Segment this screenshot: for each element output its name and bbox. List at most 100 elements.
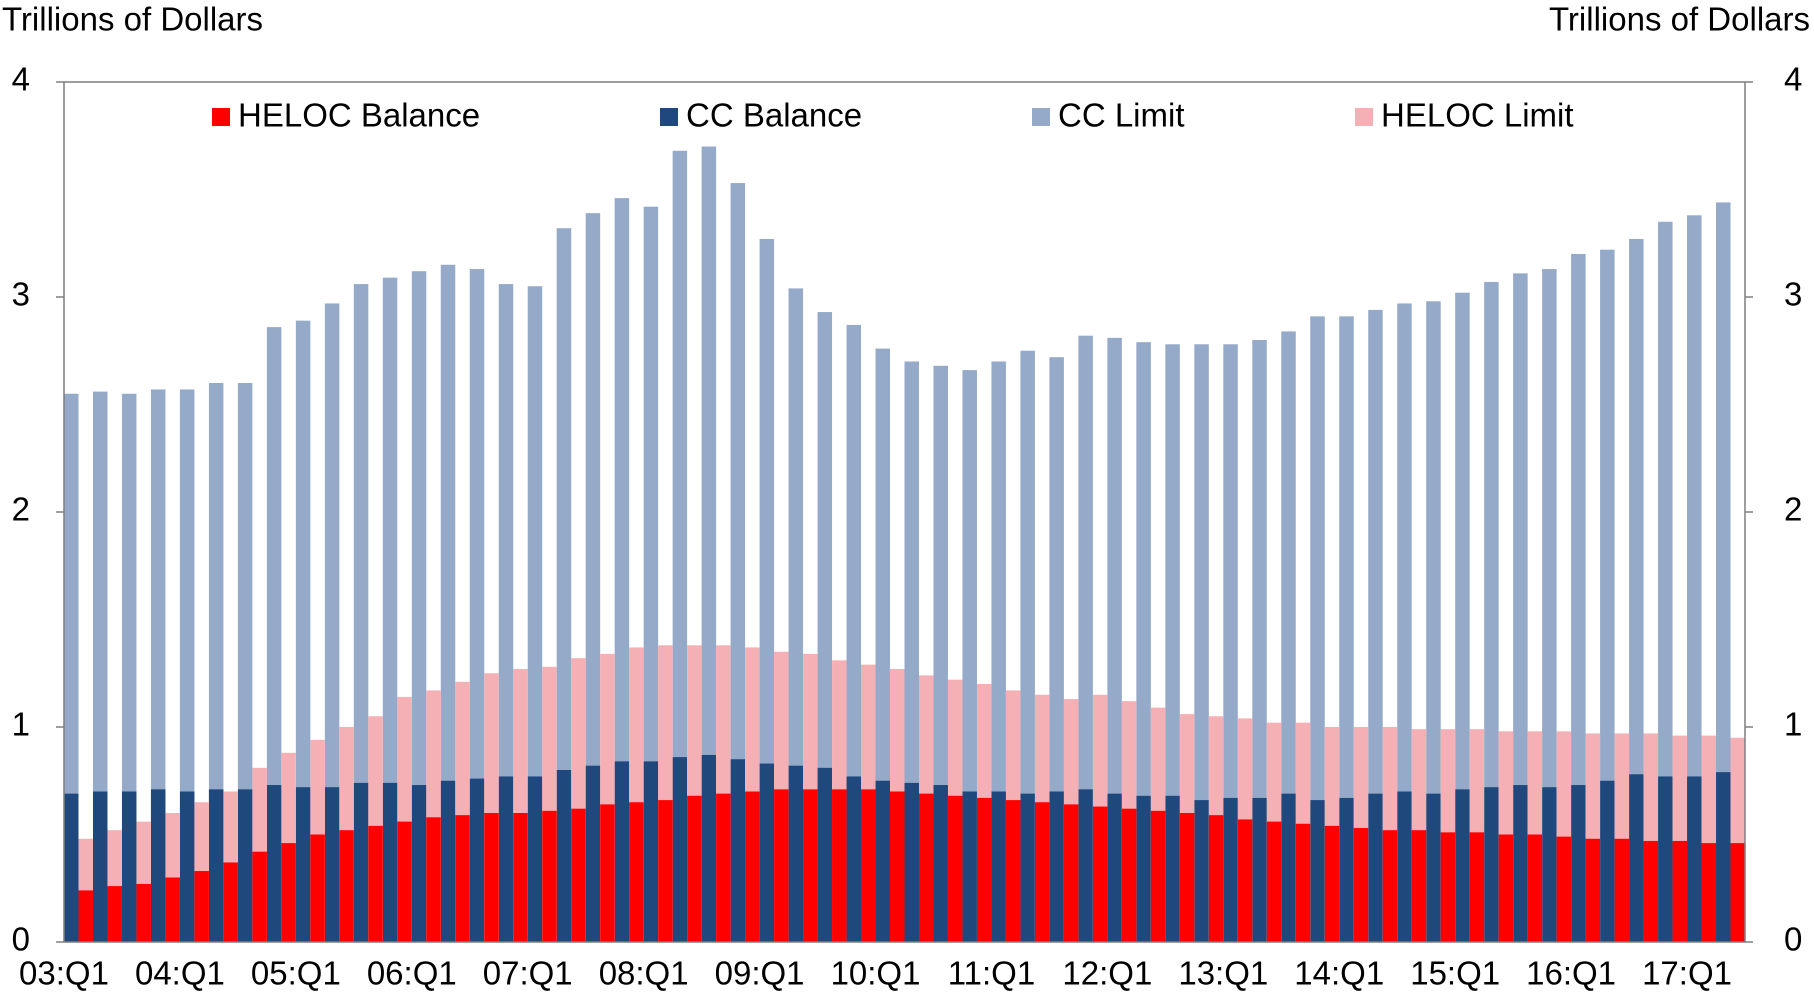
bar: [1542, 787, 1557, 942]
bar: [1266, 821, 1282, 942]
bar: [788, 765, 804, 942]
bar: [1484, 787, 1499, 942]
bar: [1701, 843, 1717, 942]
y-tick-label: 4: [12, 61, 30, 98]
x-tick-label: 14:Q1: [1294, 955, 1384, 992]
bar: [1005, 800, 1021, 942]
bar: [1310, 800, 1325, 942]
bar: [1223, 797, 1238, 942]
bar: [339, 830, 354, 942]
bar: [672, 150, 688, 943]
bar: [1223, 344, 1238, 942]
bar: [585, 213, 601, 942]
bar: [1252, 340, 1267, 942]
bar: [759, 763, 775, 942]
bar: [918, 793, 934, 942]
bar: [426, 817, 441, 942]
bar: [1542, 269, 1557, 942]
bar: [1020, 793, 1035, 942]
bar: [121, 791, 137, 942]
bar: [469, 778, 485, 942]
bar: [542, 810, 557, 942]
bar: [1513, 785, 1528, 942]
bar: [310, 834, 325, 942]
bar: [179, 791, 195, 942]
bar: [991, 791, 1006, 942]
x-tick-label: 13:Q1: [1178, 955, 1268, 992]
bar: [962, 791, 977, 942]
bar: [208, 789, 224, 942]
bar: [353, 284, 369, 943]
bar: [324, 303, 340, 942]
legend-label: HELOC Limit: [1381, 97, 1574, 134]
x-tick-label: 10:Q1: [831, 955, 921, 992]
bar: [295, 320, 311, 942]
bar: [1469, 832, 1485, 942]
bar: [774, 789, 789, 942]
bar: [1121, 808, 1137, 942]
bar: [1310, 316, 1325, 943]
bar: [1281, 331, 1296, 942]
bar: [817, 767, 833, 942]
bar: [1484, 281, 1499, 942]
bar: [1092, 806, 1108, 942]
bar: [1629, 238, 1644, 942]
bar: [687, 795, 702, 942]
x-tick-label: 07:Q1: [483, 955, 573, 992]
bar: [1440, 832, 1456, 942]
bar: [1397, 791, 1412, 942]
legend-swatch: [660, 108, 678, 126]
bar: [1426, 793, 1441, 942]
bar: [1382, 830, 1398, 942]
bar: [1049, 791, 1064, 942]
y-tick-label: 1: [12, 706, 30, 743]
bar: [1368, 793, 1383, 942]
bar: [1658, 221, 1673, 942]
bar: [556, 770, 572, 942]
bar: [64, 793, 79, 942]
bar: [643, 761, 659, 942]
bar: [295, 787, 311, 942]
x-tick-label: 08:Q1: [599, 955, 689, 992]
x-tick-label: 11:Q1: [948, 955, 1035, 992]
bar: [440, 780, 456, 942]
bar: [629, 802, 644, 942]
legend-swatch: [1355, 108, 1373, 126]
bar: [832, 789, 847, 942]
bar: [469, 269, 485, 942]
y2-tick-label: 1: [1784, 706, 1802, 743]
y-axis-title: Trillions of Dollars: [2, 1, 263, 38]
bar: [1165, 344, 1180, 942]
bar: [1150, 810, 1166, 942]
bar: [1295, 823, 1311, 942]
bar: [614, 761, 630, 942]
bar: [165, 877, 180, 942]
x-tick-label: 05:Q1: [251, 955, 341, 992]
bar: [658, 800, 673, 942]
y-tick-label: 3: [12, 276, 30, 313]
bar: [1527, 834, 1543, 942]
x-tick-label: 04:Q1: [135, 955, 225, 992]
bar: [1165, 795, 1180, 942]
bar: [411, 785, 427, 942]
legend-label: CC Limit: [1058, 97, 1185, 134]
bar: [1426, 301, 1441, 942]
bar: [716, 793, 731, 942]
y-tick-label: 2: [12, 491, 30, 528]
bar: [643, 206, 659, 942]
bar: [1237, 819, 1253, 942]
bar: [904, 782, 919, 942]
bar: [1063, 804, 1079, 942]
bar: [223, 862, 238, 942]
bar: [1687, 776, 1702, 942]
legend-swatch: [212, 108, 230, 126]
legend-swatch: [1032, 108, 1050, 126]
x-tick-label: 06:Q1: [367, 955, 457, 992]
bar: [1136, 342, 1151, 942]
bar: [1107, 337, 1122, 943]
bar: [92, 791, 108, 942]
bar: [600, 804, 615, 942]
bar: [1455, 292, 1470, 942]
bar: [78, 890, 93, 942]
